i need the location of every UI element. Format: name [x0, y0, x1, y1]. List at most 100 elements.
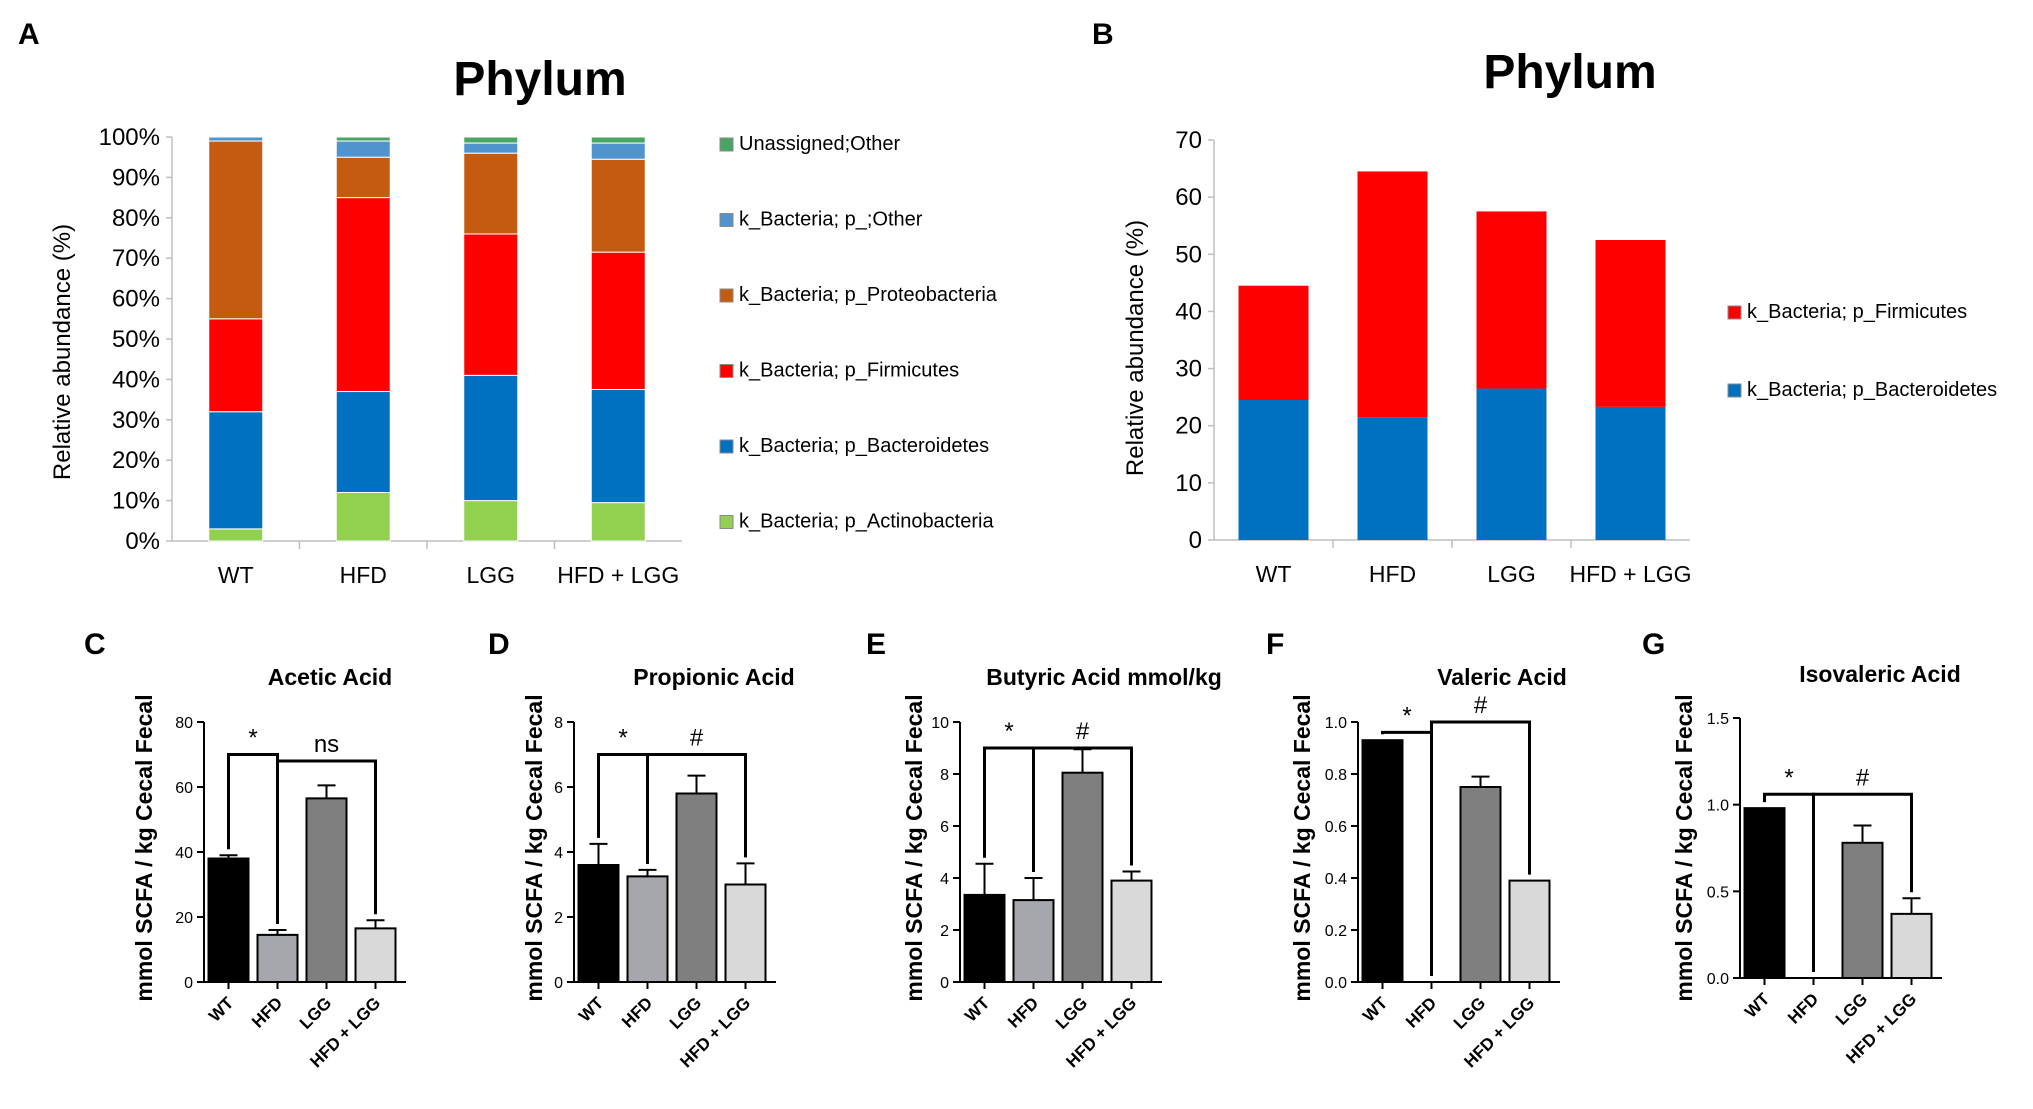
chart-f-x-tick-label: LGG: [1450, 993, 1489, 1032]
chart-d-y-tick-label: 6: [554, 780, 563, 797]
chart-b-legend-swatch: [1727, 305, 1742, 320]
chart-c-bar: [354, 927, 397, 983]
chart-a-bar-segment: [463, 500, 519, 542]
chart-f-y-tick-label: 0.2: [1325, 923, 1347, 940]
chart-a-bar-segment: [590, 158, 646, 253]
chart-a-x-tick-label: WT: [218, 562, 254, 588]
chart-a-bar-segment: [335, 136, 391, 142]
chart-b-ylabel: Relative abundance (%): [1122, 220, 1149, 476]
chart-f-bar: [1459, 786, 1502, 983]
chart-a-y-tick-label: 50%: [112, 326, 160, 353]
chart-a-bar-segment: [335, 391, 391, 494]
chart-g-title: Isovaleric Acid: [1799, 661, 1961, 687]
chart-g-significance-bracket: [1812, 792, 1913, 972]
chart-a-y-tick-label: 30%: [112, 407, 160, 434]
chart-d-bar: [724, 883, 767, 983]
chart-c-x-tick-label: LGG: [296, 993, 335, 1032]
chart-c-title: Acetic Acid: [268, 664, 392, 690]
chart-a-legend-label: k_Bacteria; p_Firmicutes: [739, 360, 959, 382]
chart-b-bar-segment: [1357, 417, 1428, 540]
chart-b-legend-swatch: [1727, 383, 1742, 398]
chart-d-y-tick-label: 2: [554, 910, 563, 927]
chart-e-y-tick-label: 6: [940, 819, 949, 836]
chart-e-x-tick-label: LGG: [1052, 993, 1091, 1032]
chart-d-significance-label: *: [618, 725, 627, 752]
chart-a-x-tick-label: HFD + LGG: [557, 562, 679, 588]
chart-g-bar: [1841, 841, 1884, 979]
chart-f-significance-label: #: [1474, 692, 1488, 719]
chart-a-bar-segment: [590, 142, 646, 160]
chart-d-bar: [577, 864, 620, 983]
chart-c-y-tick-label: 60: [175, 780, 193, 797]
chart-a-y-tick-label: 90%: [112, 164, 160, 191]
chart-e-y-tick-label: 4: [940, 871, 949, 888]
chart-f-x-tick-label: HFD: [1402, 993, 1440, 1031]
chart-b-y-tick-label: 60: [1175, 184, 1202, 211]
chart-a-y-tick-label: 100%: [99, 124, 160, 151]
chart-g-x-tick-label: HFD: [1784, 989, 1822, 1027]
chart-c-y-tick-label: 0: [184, 975, 193, 992]
chart-d-bar: [675, 792, 718, 983]
chart-a-bar-segment: [590, 251, 646, 390]
chart-b-bar-segment: [1476, 211, 1547, 389]
chart-b-bar-segment: [1357, 171, 1428, 418]
chart-e-significance-label: #: [1076, 718, 1090, 745]
panel-letter-a: A: [18, 18, 40, 51]
chart-a-y-tick-label: 70%: [112, 245, 160, 272]
chart-a-bar-segment: [335, 140, 391, 158]
chart-a-bar-segment: [590, 502, 646, 542]
chart-g-y-tick-label: 0.5: [1707, 884, 1729, 901]
panel-letter-c: C: [84, 628, 106, 661]
chart-b-legend-label: k_Bacteria; p_Firmicutes: [1747, 301, 1967, 323]
chart-b-y-tick-label: 0: [1189, 527, 1202, 554]
chart-a-legend-label: Unassigned;Other: [739, 133, 901, 155]
chart-b-bar-segment: [1476, 388, 1547, 540]
chart-c-significance-bracket: [276, 759, 377, 924]
chart-a-bar-segment: [208, 411, 264, 530]
chart-g-x-tick-label: WT: [1741, 989, 1774, 1022]
chart-f-title: Valeric Acid: [1437, 664, 1567, 690]
chart-e-bar: [1012, 899, 1055, 983]
chart-f-significance-bracket: [1430, 720, 1531, 976]
chart-a-legend-swatch: [719, 439, 734, 454]
chart-a-x-tick-label: LGG: [466, 562, 515, 588]
chart-a-ylabel: Relative abundance (%): [49, 224, 76, 480]
chart-g-bar: [1743, 807, 1786, 980]
chart-b-y-tick-label: 40: [1175, 298, 1202, 325]
chart-d-y-tick-label: 8: [554, 715, 563, 732]
chart-a-bar-segment: [208, 528, 264, 542]
chart-b-y-tick-label: 30: [1175, 356, 1202, 383]
chart-a-bar-segment: [335, 156, 391, 199]
chart-d-x-tick-label: HFD: [618, 993, 656, 1031]
chart-d-y-tick-label: 0: [554, 975, 563, 992]
chart-g-bar: [1890, 912, 1933, 979]
chart-e-y-tick-label: 10: [931, 715, 949, 732]
chart-f-y-tick-label: 0.4: [1325, 871, 1347, 888]
chart-e-x-tick-label: WT: [961, 993, 994, 1026]
chart-a-legend-swatch: [719, 137, 734, 152]
chart-c-y-tick-label: 80: [175, 715, 193, 732]
chart-a-bar-segment: [335, 197, 391, 393]
chart-a-legend-swatch: [719, 288, 734, 303]
chart-d-significance-label: #: [690, 725, 704, 752]
chart-a-y-tick-label: 80%: [112, 205, 160, 232]
chart-e-title: Butyric Acid mmol/kg: [986, 664, 1222, 690]
chart-a-bar-segment: [208, 136, 264, 142]
chart-a-legend-swatch: [719, 364, 734, 378]
panel-letter-e: E: [866, 628, 886, 661]
chart-a-bar-segment: [208, 318, 264, 413]
chart-g-ylabel: mmol SCFA / kg Cecal Fecal: [1671, 694, 1697, 1001]
chart-a-bar-segment: [463, 136, 519, 144]
chart-d-y-tick-label: 4: [554, 845, 563, 862]
chart-e-y-tick-label: 2: [940, 923, 949, 940]
chart-a-legend-swatch: [719, 213, 734, 227]
panel-letter-f: F: [1266, 628, 1284, 661]
chart-b: 0 10 20 30 40 50 60 70 WT HFD LGG HFD + LGG k_Bacter…: [1175, 127, 1997, 587]
chart-f-y-tick-label: 0.0: [1325, 975, 1347, 992]
chart-e-x-tick-label: HFD: [1004, 993, 1042, 1031]
chart-f-ylabel: mmol SCFA / kg Cecal Fecal: [1289, 694, 1315, 1001]
chart-g-significance-label: *: [1784, 764, 1793, 791]
